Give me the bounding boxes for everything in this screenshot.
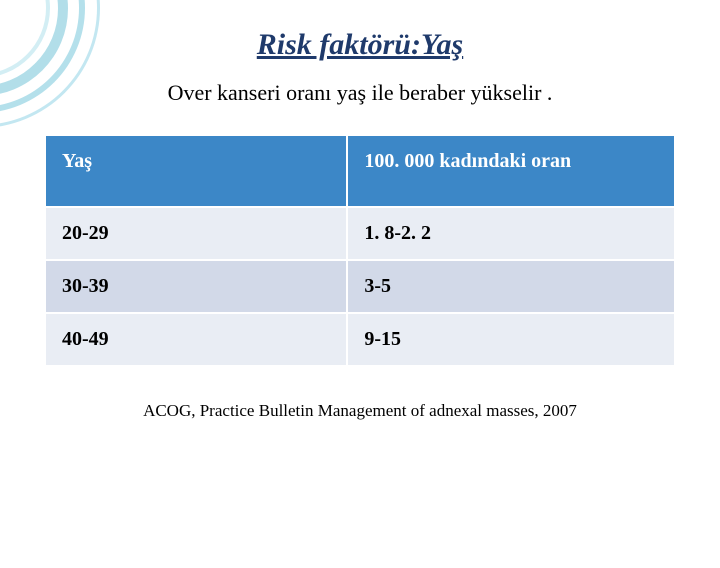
table-row: 30-393-5 bbox=[45, 260, 675, 313]
cell-age: 20-29 bbox=[45, 207, 347, 260]
cell-age: 30-39 bbox=[45, 260, 347, 313]
cell-rate: 3-5 bbox=[347, 260, 675, 313]
table-row: 20-291. 8-2. 2 bbox=[45, 207, 675, 260]
cell-rate: 9-15 bbox=[347, 313, 675, 366]
data-table-container: Yaş 100. 000 kadındaki oran 20-291. 8-2.… bbox=[44, 134, 676, 367]
table-header-age: Yaş bbox=[45, 135, 347, 207]
cell-age: 40-49 bbox=[45, 313, 347, 366]
citation-footer: ACOG, Practice Bulletin Management of ad… bbox=[0, 401, 720, 421]
age-rate-table: Yaş 100. 000 kadındaki oran 20-291. 8-2.… bbox=[44, 134, 676, 367]
slide-title: Risk faktörü:Yaş bbox=[0, 28, 720, 62]
slide-subtitle: Over kanseri oranı yaş ile beraber yükse… bbox=[0, 80, 720, 106]
table-body: 20-291. 8-2. 230-393-540-499-15 bbox=[45, 207, 675, 366]
table-header-rate: 100. 000 kadındaki oran bbox=[347, 135, 675, 207]
cell-rate: 1. 8-2. 2 bbox=[347, 207, 675, 260]
table-header-row: Yaş 100. 000 kadındaki oran bbox=[45, 135, 675, 207]
table-row: 40-499-15 bbox=[45, 313, 675, 366]
